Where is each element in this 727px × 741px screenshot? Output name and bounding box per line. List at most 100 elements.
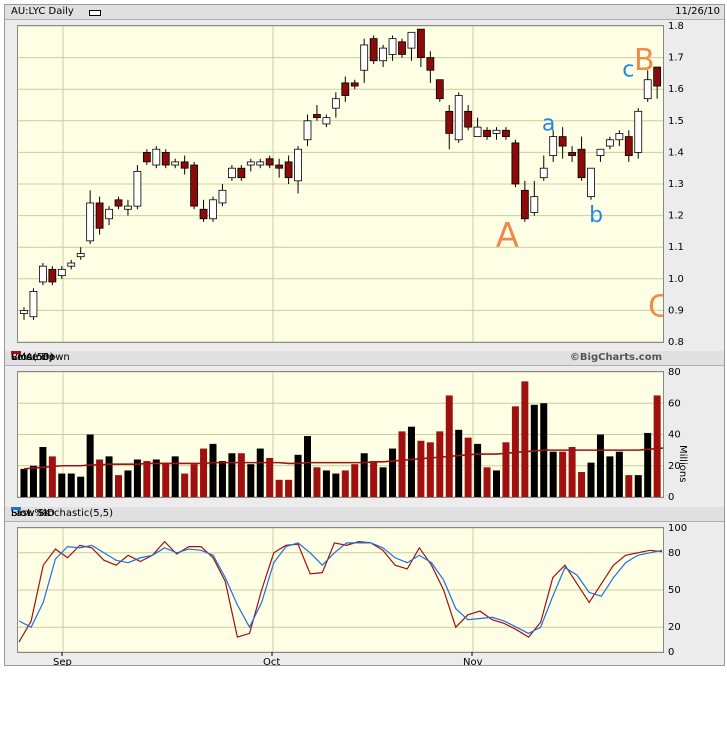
x-tick-label: Sep [53,657,72,666]
price-candle [407,31,416,49]
volume-bar-up [379,467,387,497]
price-candle [388,38,397,55]
price-candle [643,79,652,100]
volume-chart-svg [18,372,663,497]
volume-bar-down [115,475,122,497]
price-candle [587,167,595,198]
price-candle [568,152,576,156]
volume-bar-down [502,442,510,497]
price-candle [67,262,76,267]
price-candle [530,196,539,213]
volume-bar-up [209,443,217,497]
volume-y-axis: 0 20 40 60 80 [668,367,681,503]
volume-bar-up [474,443,482,497]
volume-bar-down [464,437,472,497]
price-candle [634,110,643,153]
price-candle [57,268,66,277]
price-candle [454,95,463,141]
price-tick-label: 1.5 [668,116,684,127]
volume-bar-up [67,473,75,497]
volume-bar-up [407,426,415,497]
price-y-axis: 0.8 0.9 1.0 1.1 1.2 1.3 1.4 1.5 1.6 1.7 1.8 [668,21,684,348]
volume-bar-down [181,473,189,497]
volume-bar-down [275,479,283,497]
volume-bar-down [143,461,151,497]
volume-bar-up [455,429,463,497]
volume-bar-down [653,395,661,497]
price-candle [105,208,113,220]
price-candle [209,199,217,220]
stoch-tick-label: 20 [668,622,681,633]
price-candle [511,142,520,185]
volume-bar-up [152,459,160,497]
price-candle [360,44,369,71]
price-candle [256,161,265,166]
volume-bar-up [549,451,557,497]
volume-title: Volume+ [11,352,57,363]
stoch-tick-label: 100 [668,523,687,534]
volume-bar-down [162,462,170,497]
price-candle [76,253,85,258]
legend-sma-label: SMA(50) [11,352,54,363]
volume-bar-up [389,448,397,497]
volume-bar-up [256,448,264,497]
volume-bar-down [521,381,529,497]
symbol-label: AU:LYC Daily [11,6,74,17]
volume-bar-down [417,440,425,497]
stoch-y-axis: 0 20 50 80 100 [668,523,687,658]
price-chart-svg: A B Ca b c [18,26,663,342]
annotation-a: a [542,111,555,136]
volume-bar-down [313,467,321,497]
price-tick-label: 1.0 [668,274,684,285]
stoch-slow-d-line [18,542,663,635]
legend-close-down-label: Close Down [11,352,70,363]
volume-bar-up [77,476,85,497]
volume-bar-down [285,479,293,497]
price-candle [38,265,47,283]
credit-label: ©BigCharts.com [569,352,662,363]
price-candle [624,136,633,156]
price-candle [322,117,331,125]
price-candle [199,208,208,220]
annotation-C: C [648,290,663,325]
price-candle [218,189,227,204]
volume-bar-down [436,431,444,497]
volume-tick-label: 20 [668,461,681,472]
price-candle [284,161,293,179]
legend-fast-k-label: Fast %K [11,508,51,519]
stoch-tick-label: 0 [668,647,674,658]
volume-bar-up [360,453,368,497]
price-tick-label: 1.7 [668,53,684,64]
price-tick-label: 1.4 [668,147,684,158]
price-candle [114,199,123,207]
volume-bar-down [200,448,208,497]
price-tick-label: 1.3 [668,179,684,190]
volume-bar-up [493,470,500,497]
volume-bar-down [266,457,274,497]
volume-bar-up [247,464,255,497]
price-candle [95,202,104,229]
legend-sma-swatch [11,351,21,354]
price-candle [350,82,359,87]
price-candle [520,189,529,220]
volume-header: Volume+ Close Up Close Down SMA(50) ©Big… [5,351,724,366]
x-axis: Sep Oct Nov [53,652,483,666]
volume-tick-label: 0 [668,492,674,503]
price-candle [237,167,246,179]
price-tick-label: 1.2 [668,211,684,222]
legend-slow-d-swatch [11,507,21,510]
volume-bar-down [351,464,359,497]
price-candle [171,161,180,166]
volume-bar-down [426,442,434,497]
legend-slow-d-label: Slow %D [11,508,55,519]
volume-bar-up [304,436,311,497]
price-candle [294,148,302,182]
volume-bar-down [398,431,406,497]
volume-bar-up [587,462,595,497]
price-header: AU:LYC Daily 11/26/10 [5,5,724,20]
price-candle [331,98,340,109]
volume-bar-down [370,461,378,497]
price-candle [577,148,586,179]
volume-bar-down [237,453,245,497]
stoch-header: Slow Stochastic(5,5) Fast %K Slow %D [5,507,724,522]
